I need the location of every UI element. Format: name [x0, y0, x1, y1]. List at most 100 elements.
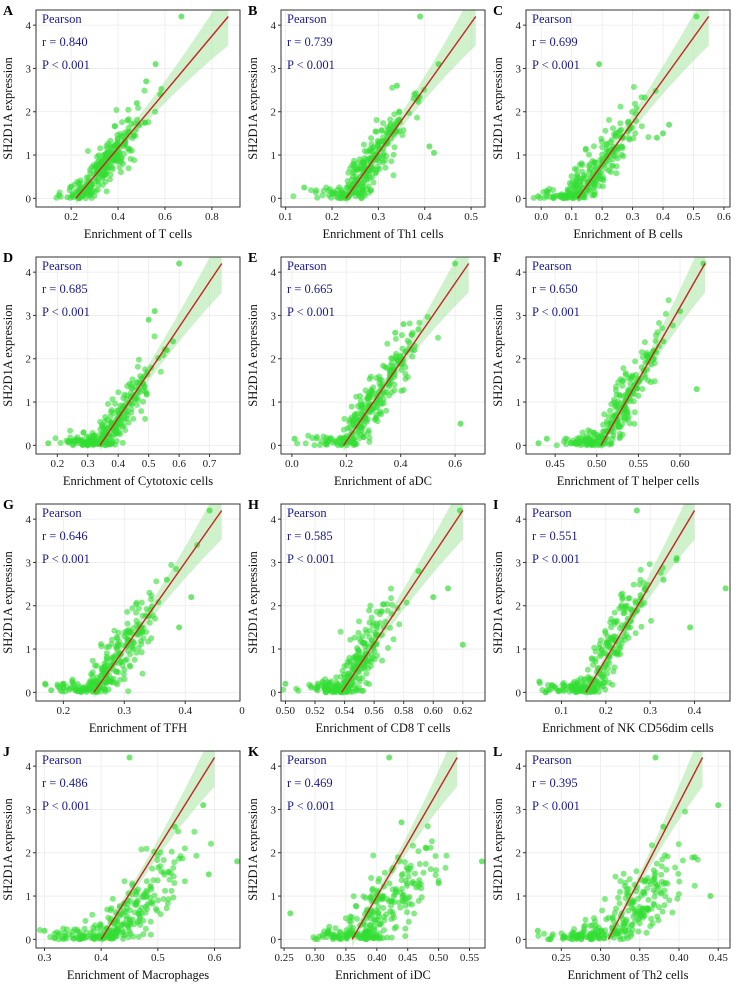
data-point	[74, 934, 81, 941]
y-tick-label: 0	[516, 440, 522, 452]
data-point	[120, 395, 127, 402]
x-tick-label: 0.25	[274, 952, 294, 964]
stats-p-value: P < 0.001	[42, 58, 90, 72]
data-point	[117, 420, 124, 427]
y-tick-label: 1	[271, 150, 277, 162]
data-point	[576, 439, 583, 445]
stats-p-value: P < 0.001	[532, 552, 580, 566]
data-point	[102, 178, 109, 185]
data-point	[358, 424, 364, 430]
data-point	[380, 152, 387, 159]
data-point	[370, 166, 377, 173]
data-point	[608, 440, 615, 447]
data-point	[636, 915, 643, 922]
data-point	[111, 627, 118, 634]
y-tick-label: 0	[516, 193, 522, 205]
data-point	[108, 676, 115, 683]
data-point	[126, 380, 133, 387]
data-point	[568, 173, 575, 180]
data-point	[388, 585, 394, 592]
data-point	[410, 842, 416, 849]
data-point	[591, 915, 597, 922]
x-axis-label: Enrichment of TFH	[89, 721, 187, 735]
stats-r-value: r = 0.646	[42, 529, 88, 543]
data-point	[281, 686, 286, 693]
data-point	[400, 127, 407, 134]
data-point	[308, 187, 315, 194]
data-point	[372, 128, 379, 135]
y-tick-label: 2	[271, 848, 277, 860]
data-point	[181, 845, 188, 852]
data-point	[380, 120, 387, 127]
data-point	[362, 415, 369, 422]
data-point	[176, 624, 183, 631]
y-tick-label: 2	[26, 107, 32, 119]
data-point	[114, 407, 121, 414]
y-axis-label: SH2D1A expression	[1, 798, 15, 901]
data-point	[381, 601, 387, 608]
data-point	[641, 890, 648, 897]
data-point	[691, 882, 698, 889]
data-point	[126, 662, 133, 669]
x-tick-label: 0.40	[669, 952, 689, 964]
data-point	[651, 355, 657, 362]
data-point	[646, 561, 653, 568]
panel-f: 0.45 0.50 0.55 0.60 0 1 2 3 4 Enrichment of T hel…	[490, 247, 735, 494]
x-tick-label: 0.30	[591, 952, 611, 964]
data-point	[363, 629, 370, 636]
data-point	[376, 921, 383, 928]
data-point	[580, 194, 587, 201]
data-point	[566, 193, 573, 200]
data-point	[669, 322, 676, 329]
data-point	[595, 935, 602, 942]
plot-border	[35, 750, 241, 949]
data-point	[411, 910, 418, 917]
data-point	[588, 933, 594, 940]
data-point	[571, 183, 578, 190]
data-point	[124, 411, 131, 418]
data-point	[411, 870, 418, 877]
data-point	[571, 687, 578, 694]
data-point	[593, 438, 600, 445]
stats-p-value: P < 0.001	[42, 799, 90, 813]
data-point	[115, 389, 122, 396]
data-point	[98, 163, 104, 170]
data-point	[608, 163, 615, 169]
y-tick-label: 4	[271, 267, 277, 279]
data-point	[36, 927, 43, 933]
data-point	[120, 671, 127, 678]
x-tick-label: 0.4	[688, 705, 702, 717]
y-tick-label: 2	[516, 354, 522, 366]
x-tick-label: 0.45	[546, 458, 566, 470]
y-tick-label: 1	[271, 644, 277, 656]
data-point	[398, 819, 405, 826]
x-tick-label: 0.7	[203, 458, 217, 470]
data-point	[406, 320, 413, 327]
data-point	[615, 894, 622, 901]
data-point	[457, 420, 464, 427]
data-point	[70, 442, 77, 449]
data-point	[107, 171, 114, 178]
y-axis-label: SH2D1A expression	[491, 551, 505, 654]
data-point	[644, 885, 651, 892]
y-tick-label: 3	[516, 310, 522, 322]
plot-border	[525, 256, 731, 455]
data-point	[632, 599, 639, 606]
y-tick-label: 2	[26, 601, 32, 613]
data-point	[587, 166, 593, 173]
data-point	[397, 361, 404, 368]
data-point	[93, 678, 100, 685]
data-point	[320, 433, 327, 440]
x-tick-label: 0.2	[64, 211, 78, 223]
y-tick-label: 4	[26, 514, 32, 526]
data-point	[641, 912, 648, 919]
data-point	[109, 438, 116, 445]
data-point	[188, 594, 195, 601]
data-point	[600, 177, 607, 184]
x-axis-label: Enrichment of NK CD56dim cells	[542, 721, 714, 735]
stats-method: Pearson	[532, 259, 572, 273]
data-point	[124, 608, 131, 615]
data-point	[157, 849, 164, 856]
data-point	[673, 555, 680, 562]
data-point	[561, 933, 568, 940]
